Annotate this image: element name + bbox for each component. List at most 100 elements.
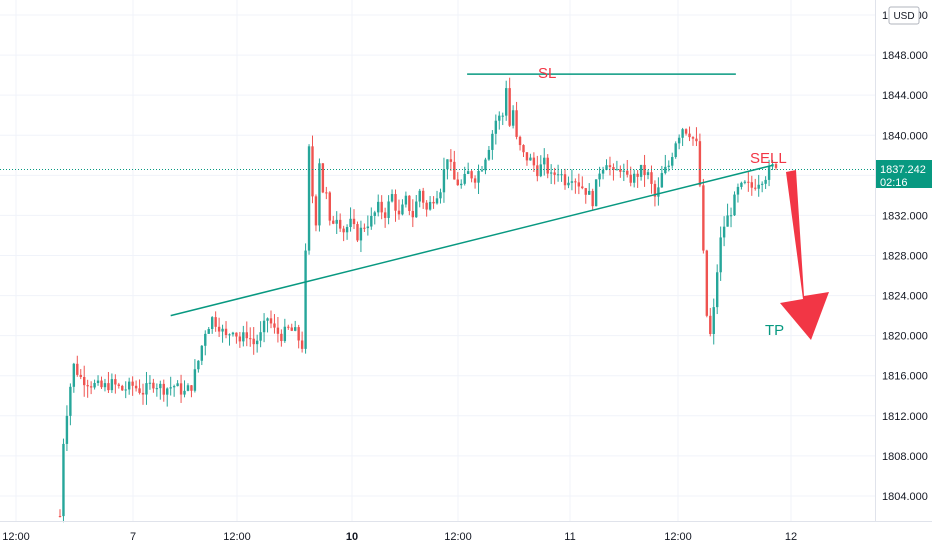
candle-body — [280, 333, 283, 342]
candle-body — [477, 170, 480, 183]
candle-body — [664, 166, 667, 174]
candle-body — [249, 338, 252, 340]
candle-body — [702, 185, 705, 251]
candle-body — [96, 380, 100, 384]
candle-body — [498, 115, 501, 121]
candle-body — [681, 129, 684, 138]
candle-body — [83, 376, 86, 386]
candle-body — [390, 194, 394, 202]
candle-body — [290, 327, 293, 331]
candle-body — [259, 332, 262, 341]
candle-body — [639, 164, 643, 177]
candle-body — [79, 374, 82, 377]
candle-body — [107, 383, 110, 391]
candle-body — [200, 345, 204, 361]
candle-body — [397, 210, 401, 215]
price-tick-label: 1820.000 — [882, 331, 928, 343]
candle-body — [549, 172, 553, 174]
candle-body — [294, 327, 297, 331]
time-tick-label: 11 — [564, 531, 575, 543]
candle-body — [722, 226, 726, 238]
time-axis[interactable]: 12:00 7 12:00 10 12:00 11 12:00 12 — [2, 531, 797, 543]
currency-badge[interactable]: USD — [888, 6, 920, 25]
candle-body — [511, 110, 515, 126]
candle-body — [657, 187, 660, 197]
candle-body — [276, 327, 280, 334]
candle-body — [356, 224, 359, 241]
candle-body — [62, 443, 65, 517]
candle-body — [197, 360, 200, 370]
support-trendline[interactable] — [170, 164, 773, 317]
candle-body — [148, 382, 152, 384]
price-tick-label: 1816.000 — [882, 371, 928, 383]
candle-body — [626, 170, 629, 175]
candle-body — [594, 179, 598, 207]
candle-body — [760, 183, 764, 185]
candle-body — [733, 194, 736, 216]
trendline-layer — [170, 73, 773, 317]
candle-body — [646, 172, 650, 176]
price-axis[interactable]: 1804.000 1808.000 1812.000 1816.000 1820.000… — [882, 10, 928, 503]
candle-body — [677, 137, 681, 144]
candle-body — [456, 179, 459, 186]
candle-body — [439, 192, 442, 199]
time-tick-label: 12:00 — [444, 531, 472, 543]
candle-body — [72, 363, 76, 387]
grid-lines — [0, 0, 875, 521]
candle-body — [584, 188, 587, 195]
candle-body — [224, 328, 228, 336]
candle-body — [636, 173, 639, 177]
tp-label: TP — [765, 322, 784, 339]
candle-body — [415, 201, 418, 218]
candle-body — [231, 332, 235, 335]
candle-body — [204, 333, 207, 346]
candle-body — [754, 187, 757, 189]
candle-body — [688, 133, 691, 138]
candle-body — [553, 172, 556, 175]
candle-body — [539, 164, 542, 177]
candle-body — [269, 318, 273, 324]
candle-body — [138, 388, 141, 393]
candle-body — [501, 115, 504, 117]
candle-body — [619, 169, 622, 172]
candle-body — [311, 146, 314, 197]
time-tick-label: 12 — [785, 531, 797, 543]
candle-body — [328, 192, 331, 221]
candle-body — [300, 340, 304, 349]
candle-body — [318, 163, 321, 226]
price-tick-label: 1848.000 — [882, 50, 928, 62]
candle-body — [262, 320, 266, 333]
candle-body — [574, 181, 577, 183]
candle-body — [698, 141, 702, 186]
candle-body — [245, 332, 248, 339]
candle-series — [58, 77, 778, 523]
candle-body — [543, 157, 546, 165]
candle-body — [186, 385, 190, 391]
candle-body — [366, 226, 370, 229]
candle-body — [446, 159, 449, 170]
candle-body — [193, 369, 197, 391]
candle-body — [736, 186, 740, 195]
candle-body — [338, 219, 342, 229]
candle-body — [162, 383, 165, 395]
candle-body — [345, 227, 349, 233]
candle-body — [629, 174, 632, 183]
candle-body — [349, 218, 352, 228]
candle-body — [217, 326, 221, 332]
candle-body — [715, 272, 719, 308]
candle-body — [767, 166, 771, 180]
candle-body — [674, 143, 677, 158]
candle-body — [65, 415, 69, 444]
candle-body — [86, 385, 89, 387]
candle-body — [705, 250, 709, 316]
currency-label: USD — [893, 11, 914, 22]
price-tick-label: 1808.000 — [882, 451, 928, 463]
candle-body — [155, 388, 159, 390]
candle-body — [622, 170, 626, 172]
candle-body — [373, 212, 376, 216]
candle-body — [207, 328, 210, 334]
candle-body — [518, 136, 522, 146]
candle-body — [307, 146, 311, 251]
candle-body — [601, 169, 605, 174]
